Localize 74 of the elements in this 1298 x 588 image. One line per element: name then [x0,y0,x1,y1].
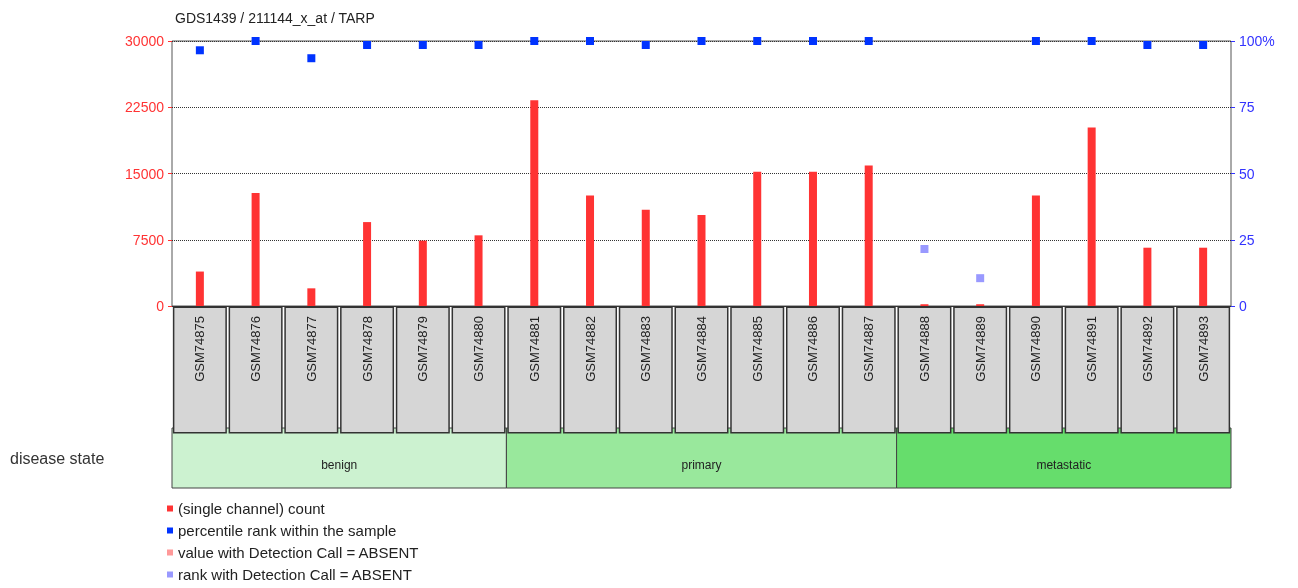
point [753,37,762,45]
y2-tick-label: 75 [1239,99,1255,116]
point [1199,40,1208,49]
x-tick-label: GSM74890 [1028,316,1044,382]
y-tick-label: 22500 [125,99,165,116]
bar [1143,247,1152,306]
x-tick-label: GSM74892 [1139,316,1155,382]
point [195,46,204,55]
text: metastatic [1036,458,1092,472]
y-tick-label: 0 [156,298,165,314]
text: benign [321,458,358,472]
y-tick-label: 7500 [132,231,165,248]
bar [641,209,650,306]
point [864,37,873,45]
point [363,40,372,49]
bar [251,192,260,306]
x-tick-label: GSM74884 [694,316,709,382]
bar [697,215,706,306]
x-tick-label: GSM74885 [749,316,765,382]
point [1031,37,1040,45]
x-tick-label: GSM74891 [1084,316,1100,382]
bar [864,165,873,306]
bar [586,195,595,306]
y2-tick-label: 25 [1239,231,1255,248]
y-tick-label: 30000 [125,33,165,49]
bar [1199,247,1208,306]
point [976,274,985,283]
legend-label: value with Detection Call = ABSENT [178,544,419,561]
x-tick-label: GSM74880 [471,316,487,382]
bar [1031,195,1040,306]
legend-label: rank with Detection Call = ABSENT [178,566,412,583]
bar [195,271,204,306]
legend-label: (single channel) count [178,500,326,517]
point [697,37,706,45]
x-tick-label: GSM74882 [582,316,598,382]
point [474,40,483,49]
x-tick-label: GSM74877 [303,316,319,382]
x-tick-label: GSM74893 [1195,316,1211,382]
point [808,37,817,45]
point [251,37,260,45]
point [1143,40,1152,49]
bar [474,235,483,306]
bar [753,171,762,306]
bar [307,288,316,306]
point [530,37,539,45]
x-tick-label: GSM74876 [248,316,264,382]
point [920,245,929,254]
y2-tick-label: 0 [1239,298,1247,314]
bar [363,222,372,306]
y2-tick-label: 100% [1239,33,1275,49]
x-tick-label: GSM74881 [526,316,542,382]
x-tick-label: GSM74889 [972,316,988,382]
bar [418,240,427,306]
point [307,54,316,63]
y-tick-label: 15000 [125,165,165,182]
x-tick-label: GSM74883 [638,316,654,382]
point [586,37,595,45]
y2-tick-label: 50 [1239,165,1255,182]
bar [1087,127,1096,306]
point [1087,37,1096,45]
point [641,40,650,49]
chart-title: GDS1439 / 211144_x_at / TARP [175,10,375,26]
x-tick-label: GSM74879 [415,316,431,382]
bar [808,171,817,306]
bar [530,100,539,306]
x-tick-label: GSM74875 [192,316,208,382]
text: disease state [10,449,105,467]
text: primary [681,458,722,472]
legend-label: percentile rank within the sample [178,522,397,539]
x-tick-label: GSM74888 [916,316,932,382]
x-tick-label: GSM74887 [861,316,877,382]
point [418,40,427,49]
x-tick-label: GSM74878 [359,316,375,382]
x-tick-label: GSM74886 [805,316,821,382]
